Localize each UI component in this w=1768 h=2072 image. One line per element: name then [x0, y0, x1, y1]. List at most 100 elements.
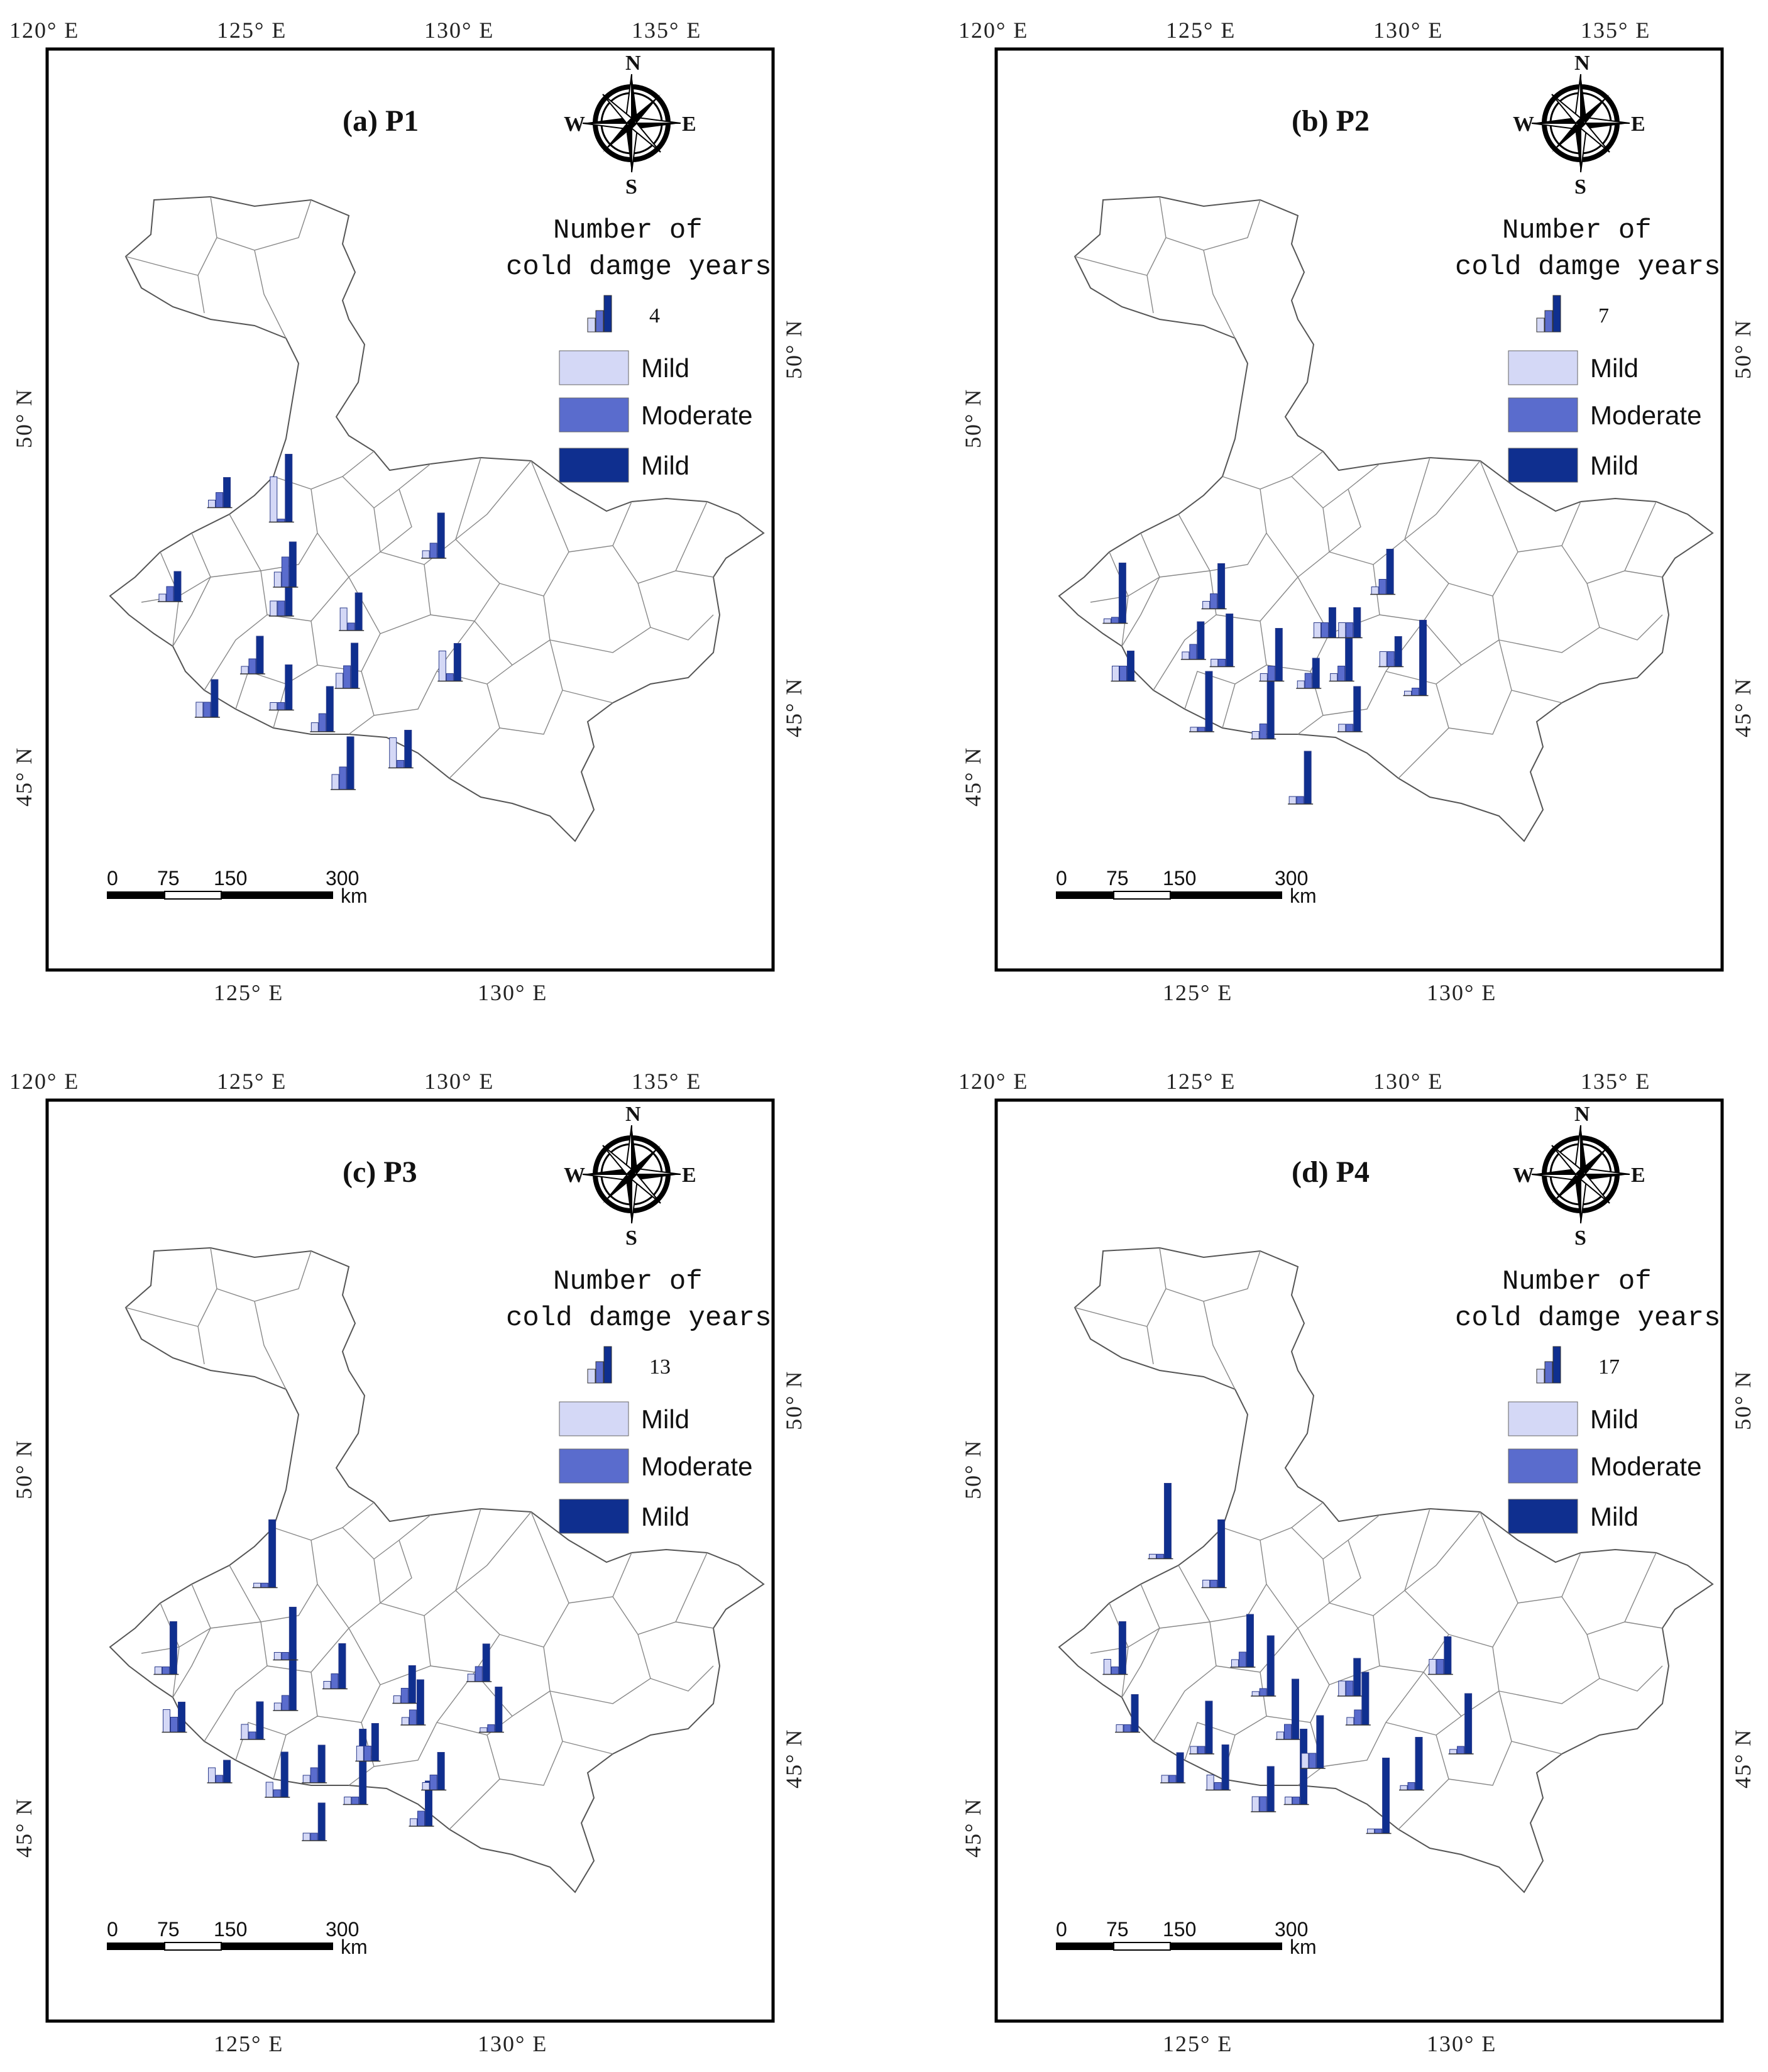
- legend-title-line2: cold damge years: [1455, 251, 1720, 283]
- legend-label: Mild: [641, 1404, 689, 1434]
- bar-moderate: [409, 1709, 417, 1726]
- lon-tick-label: 135° E: [632, 1069, 701, 1094]
- station-bars: [421, 1752, 447, 1791]
- lat-tick-label-left: 45° N: [960, 747, 986, 807]
- compass-rose-icon: N S E W: [1513, 52, 1645, 199]
- bar-mild: [273, 571, 282, 588]
- bar-severe: [359, 1729, 367, 1805]
- scale-seg-3: [221, 891, 333, 899]
- station-bars: [1366, 1758, 1392, 1834]
- lat-tick-label-left: 50° N: [960, 1440, 986, 1499]
- bar-mild: [331, 774, 339, 790]
- station-bars: [1189, 1700, 1214, 1755]
- bar-moderate: [331, 1673, 339, 1689]
- compass-south: S: [625, 1226, 637, 1250]
- bar-moderate: [216, 492, 224, 508]
- map-frame: [994, 47, 1724, 972]
- bar-moderate: [339, 766, 347, 790]
- scale-label: 150: [1163, 1918, 1196, 1941]
- station-bars: [1399, 1737, 1424, 1791]
- scale-label: 300: [326, 1918, 359, 1941]
- bar-mild: [1231, 1659, 1239, 1668]
- legend-value: 7: [1598, 304, 1609, 328]
- station-bars: [392, 1665, 418, 1704]
- bar-severe: [1205, 1700, 1213, 1755]
- bar-mild: [467, 1673, 475, 1682]
- lat-tick-label-left: 50° N: [11, 1440, 36, 1499]
- lat-tick-label-left: 50° N: [960, 389, 986, 448]
- bar-moderate: [1238, 1651, 1246, 1668]
- bar-moderate: [1378, 579, 1386, 595]
- bar-moderate: [347, 622, 355, 631]
- bar-mild: [1379, 651, 1387, 667]
- bar-severe: [280, 1751, 288, 1798]
- bar-mild: [438, 651, 446, 681]
- bar-moderate: [277, 702, 285, 710]
- compass-north: N: [1574, 1103, 1590, 1126]
- station-bars: [1345, 1672, 1371, 1726]
- station-bars: [322, 1643, 348, 1690]
- bar-moderate: [363, 1746, 371, 1761]
- bar-moderate: [1346, 724, 1354, 732]
- bar-moderate: [261, 1582, 269, 1588]
- bar-moderate: [1214, 1782, 1222, 1790]
- bar-severe: [1246, 1614, 1254, 1668]
- legend-label: Moderate: [641, 1452, 752, 1481]
- bar-mild: [1148, 1553, 1156, 1559]
- bar-mild: [1182, 651, 1190, 660]
- legend-label: Mild: [1590, 1404, 1639, 1434]
- station-bars: [239, 1701, 265, 1740]
- legend-swatch: [1508, 1448, 1578, 1484]
- station-bars: [1230, 1614, 1256, 1668]
- lon-tick-label-bottom: 130° E: [1427, 980, 1496, 1005]
- bar-moderate: [1354, 1709, 1362, 1726]
- bar-severe: [1386, 549, 1394, 595]
- bar-severe: [1131, 1694, 1139, 1733]
- station-bars: [1160, 1752, 1186, 1783]
- lon-tick-label: 125° E: [217, 1069, 287, 1094]
- bar-severe: [453, 643, 461, 681]
- bar-mild: [422, 1782, 430, 1790]
- bar-severe: [1163, 1483, 1172, 1559]
- bar-moderate: [273, 1789, 281, 1798]
- legend-size-symbol: [587, 1346, 612, 1384]
- lon-tick-label: 130° E: [424, 18, 494, 43]
- bar-moderate: [281, 556, 289, 588]
- lon-tick-label: 130° E: [424, 1069, 494, 1094]
- bar-severe: [1266, 678, 1275, 739]
- panel-title: (d) P4: [1292, 1155, 1370, 1189]
- bar-moderate: [1346, 1680, 1354, 1697]
- bar-moderate: [248, 658, 256, 675]
- lat-tick-label-right: 50° N: [781, 319, 806, 379]
- bar-mild: [1206, 1775, 1214, 1790]
- lat-tick-label-right: 50° N: [781, 1370, 806, 1430]
- station-bars: [268, 454, 294, 523]
- legend-swatch: [559, 448, 629, 483]
- station-bars: [1251, 1635, 1277, 1697]
- bar-severe: [285, 454, 293, 522]
- station-bars: [1102, 563, 1128, 624]
- station-bars: [1205, 1744, 1231, 1791]
- bar-moderate: [343, 665, 351, 689]
- scale-label: 300: [326, 867, 359, 890]
- bar-severe: [1394, 636, 1402, 667]
- bar-mild: [1202, 1580, 1211, 1588]
- bar-moderate: [203, 702, 211, 718]
- scale-label: 0: [1056, 867, 1067, 890]
- panel-title: (b) P2: [1292, 104, 1370, 138]
- bar-mild: [1288, 796, 1297, 805]
- bar-moderate: [417, 1810, 425, 1827]
- legend-size-symbol: [587, 295, 612, 333]
- station-bars: [1337, 686, 1363, 732]
- bar-severe: [495, 1687, 503, 1733]
- legend-swatch: [559, 350, 629, 385]
- station-bars: [1201, 1519, 1227, 1589]
- station-bars: [268, 664, 294, 711]
- station-bars: [273, 541, 299, 588]
- scale-unit: km: [1290, 1936, 1317, 1958]
- bar-severe: [1118, 563, 1126, 624]
- bar-moderate: [277, 600, 285, 617]
- bar-moderate: [1259, 1796, 1267, 1812]
- legend-title-line1: Number of: [1502, 1266, 1652, 1298]
- legend-swatch: [559, 1448, 629, 1484]
